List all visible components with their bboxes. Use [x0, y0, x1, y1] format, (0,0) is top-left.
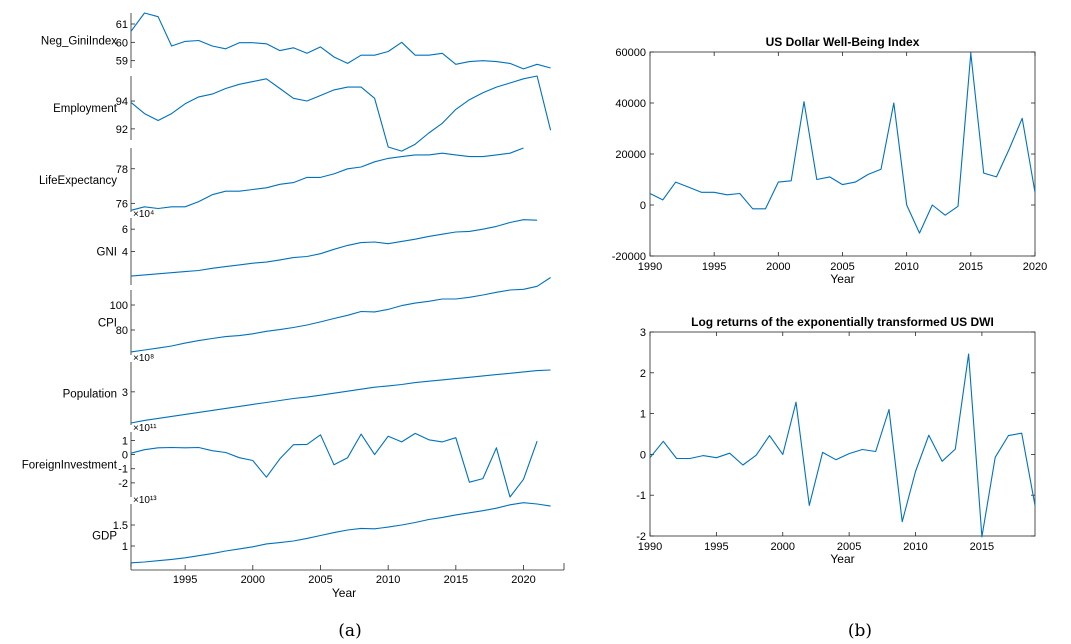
y-tick-label: 76 [116, 198, 128, 210]
y-tick-label: 4 [122, 247, 128, 259]
data-line [649, 353, 1036, 538]
x-tick-label: 2005 [308, 574, 332, 586]
x-tick-label: 1990 [638, 541, 662, 553]
data-line [649, 52, 1036, 234]
y-tick-label: 60000 [615, 47, 646, 59]
series-gni: 4 6 ×10⁴ GNI [97, 209, 538, 285]
y-tick-label: -2 [636, 531, 646, 543]
x-tick-label: 2010 [376, 574, 400, 586]
x-tick-label: 2020 [1023, 261, 1047, 273]
x-tick-label: 2015 [970, 541, 994, 553]
panel-a-stacked-plot: 596061Neg_GiniIndex9294Employment7678Lif… [22, 12, 565, 600]
x-tick-label: 2000 [766, 261, 790, 273]
plot-box [649, 51, 1036, 257]
line-cpi [130, 277, 551, 353]
series-foreigninvestment: -2 -1 0 1 ×10¹¹ ForeignInvestment [22, 423, 538, 498]
x-tick-label: 2005 [837, 541, 861, 553]
series-gdp: 1 1.5 ×10¹³ GDP [92, 495, 551, 567]
panel-b-dwi-chart: 1990 1995 2000 2005 2010 2015 2020 -20000 0 20000… [612, 35, 1048, 286]
y-tick-label: 60 [116, 37, 128, 49]
y-tick-label: -1 [118, 464, 128, 476]
y-tick-label: -2 [118, 478, 128, 490]
x-axis-label: Year [332, 586, 356, 600]
x-tick-label: 1995 [704, 541, 728, 553]
caption-b: (b) [848, 621, 872, 641]
y-tick-label: 0 [640, 200, 646, 212]
x-tick-label: 1990 [638, 261, 662, 273]
y-axis-label-foreigninvestment: ForeignInvestment [22, 460, 118, 472]
line-gni [130, 219, 538, 277]
series-population: 3 ×10⁸ Population [63, 353, 551, 425]
y-tick-label: 0 [640, 449, 646, 461]
plot-box [649, 331, 1036, 537]
y-tick-label: -20000 [612, 251, 646, 263]
y-tick-label: 1 [122, 435, 128, 447]
x-tick-label: 2000 [241, 574, 265, 586]
y-exponent-label: ×10¹³ [133, 495, 157, 506]
caption-a: (a) [338, 621, 361, 641]
x-tick-label: 1995 [173, 574, 197, 586]
x-axis-label: Year [830, 272, 854, 286]
y-axis-label-gni: GNI [97, 247, 117, 259]
chart-title: Log returns of the exponentially transfo… [691, 315, 994, 329]
y-axis-label-population: Population [63, 389, 117, 401]
line-foreigninvestment [130, 432, 538, 498]
y-exponent-label: ×10¹¹ [133, 423, 157, 434]
y-tick-label: 3 [122, 387, 128, 399]
line-gdp [130, 502, 551, 564]
x-tick-label: 2015 [959, 261, 983, 273]
series-neg-giniindex: 59 60 61 Neg_GiniIndex [41, 12, 551, 70]
y-tick-label: 59 [116, 56, 128, 68]
x-axis-panel-a: 1995 2000 2005 2010 2015 2020 Year [130, 563, 565, 600]
x-tick-label: 2010 [903, 541, 927, 553]
y-tick-label: 0 [122, 450, 128, 462]
y-exponent-label: ×10⁴ [133, 209, 154, 220]
x-tick-label: 2000 [771, 541, 795, 553]
x-tick-label: 2020 [511, 574, 535, 586]
y-tick-label: 6 [122, 224, 128, 236]
y-axis-label-employment: Employment [53, 103, 118, 115]
y-axis-label-cpi: CPI [98, 318, 117, 330]
y-tick-label: -1 [636, 490, 646, 502]
line-lifeexpectancy [130, 147, 524, 211]
y-tick-label: 1.5 [113, 520, 128, 532]
y-exponent-label: ×10⁸ [133, 353, 154, 364]
x-tick-label: 2015 [444, 574, 468, 586]
y-tick-label: 2 [640, 368, 646, 380]
y-axis-label-gdp: GDP [92, 531, 117, 543]
line-neg-giniindex [130, 12, 551, 70]
y-axis-label-lifeexpectancy: LifeExpectancy [39, 175, 117, 187]
y-tick-label: 92 [116, 124, 128, 136]
x-tick-label: 2010 [894, 261, 918, 273]
y-tick-label: 94 [116, 96, 128, 108]
x-tick-label: 1995 [702, 261, 726, 273]
y-tick-label: 80 [116, 325, 128, 337]
panel-b-log-returns-chart: 1990 1995 2000 2005 2010 2015 -2 -1 0 1 2 3 Log retu… [636, 315, 1036, 566]
y-tick-label: 78 [116, 164, 128, 176]
chart-title: US Dollar Well-Being Index [766, 35, 920, 49]
line-population [130, 369, 551, 424]
y-axis-label-neg-giniindex: Neg_GiniIndex [41, 36, 117, 48]
y-tick-label: 61 [116, 19, 128, 31]
y-tick-label: 1 [122, 541, 128, 553]
y-tick-label: 20000 [615, 149, 646, 161]
y-tick-label: 1 [640, 409, 646, 421]
y-tick-label: 3 [640, 327, 646, 339]
x-axis-label: Year [830, 552, 854, 566]
y-tick-label: 100 [110, 300, 128, 312]
line-employment [130, 75, 552, 152]
x-tick-label: 2005 [830, 261, 854, 273]
y-tick-label: 40000 [615, 98, 646, 110]
series-cpi: 80 100 CPI [98, 277, 551, 355]
